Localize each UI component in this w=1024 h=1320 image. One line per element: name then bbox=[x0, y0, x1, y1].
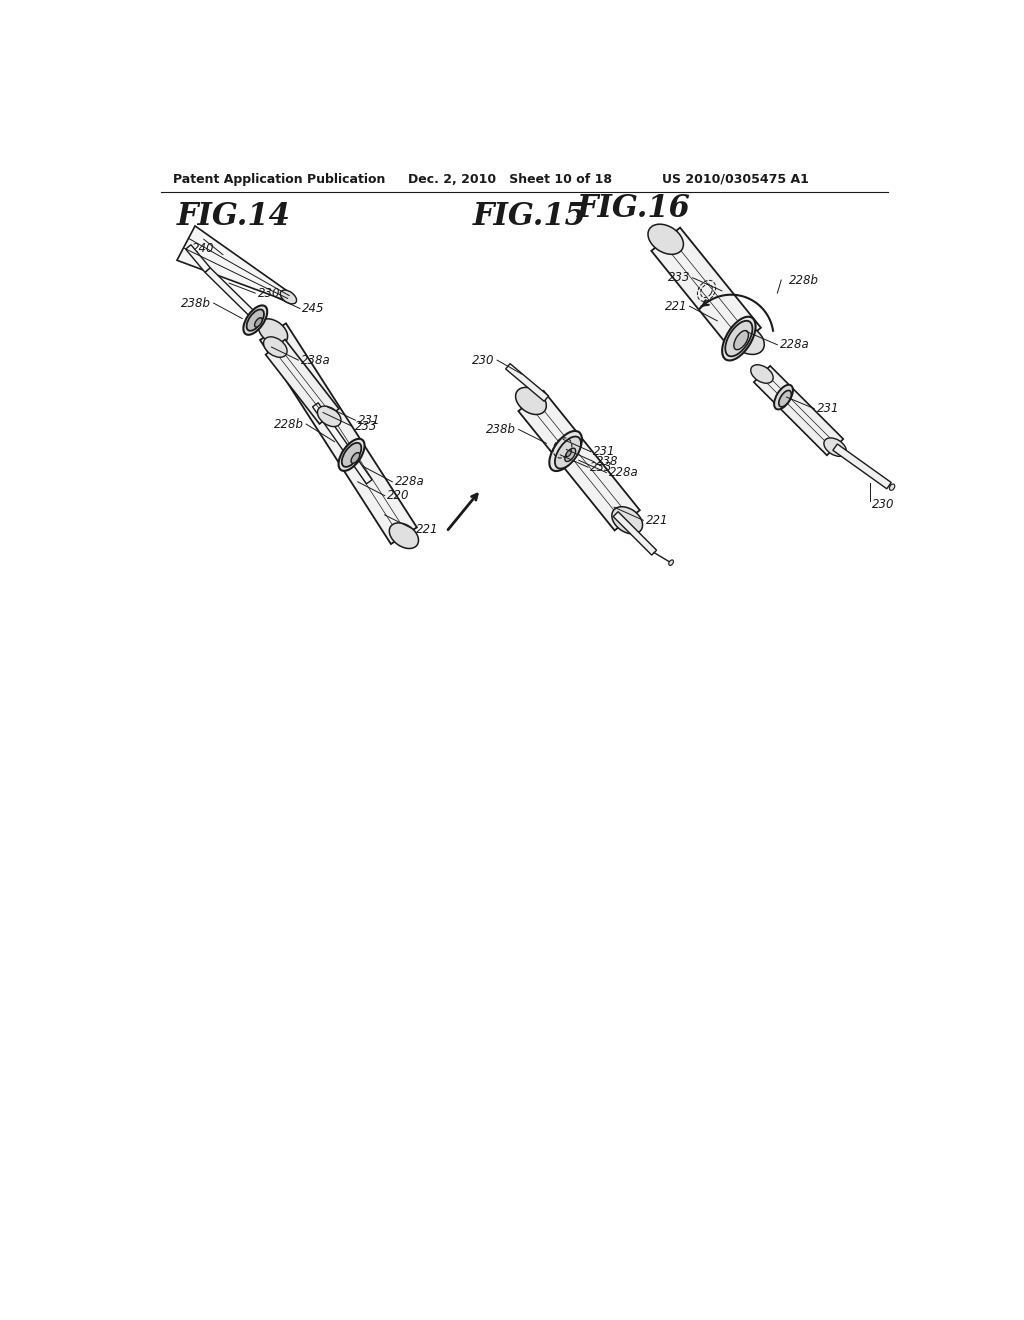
Polygon shape bbox=[312, 403, 372, 484]
Text: 233: 233 bbox=[590, 461, 612, 474]
Text: 228a: 228a bbox=[608, 466, 639, 479]
Ellipse shape bbox=[722, 317, 756, 360]
Text: Dec. 2, 2010   Sheet 10 of 18: Dec. 2, 2010 Sheet 10 of 18 bbox=[408, 173, 611, 186]
Ellipse shape bbox=[389, 523, 419, 549]
Ellipse shape bbox=[890, 484, 895, 490]
Text: 231: 231 bbox=[816, 403, 839, 416]
Polygon shape bbox=[205, 268, 255, 317]
Text: 231: 231 bbox=[593, 445, 615, 458]
Ellipse shape bbox=[751, 364, 773, 383]
Ellipse shape bbox=[824, 438, 846, 457]
Ellipse shape bbox=[725, 321, 753, 356]
Ellipse shape bbox=[342, 442, 361, 467]
Ellipse shape bbox=[247, 309, 264, 331]
Text: 238b: 238b bbox=[181, 297, 211, 310]
Ellipse shape bbox=[565, 449, 575, 462]
Polygon shape bbox=[833, 444, 891, 488]
Ellipse shape bbox=[611, 507, 643, 533]
Text: 238b: 238b bbox=[486, 422, 516, 436]
Text: 228a: 228a bbox=[779, 338, 809, 351]
Ellipse shape bbox=[255, 318, 262, 327]
Ellipse shape bbox=[669, 560, 674, 565]
Polygon shape bbox=[754, 366, 844, 455]
Text: 221: 221 bbox=[665, 300, 687, 313]
Text: 245: 245 bbox=[302, 302, 325, 315]
Ellipse shape bbox=[244, 305, 267, 335]
Text: FIG.14: FIG.14 bbox=[177, 201, 291, 231]
Ellipse shape bbox=[263, 337, 287, 358]
Text: 233: 233 bbox=[668, 271, 690, 284]
Text: 220: 220 bbox=[387, 490, 410, 502]
Text: 240: 240 bbox=[193, 242, 215, 255]
Polygon shape bbox=[177, 226, 291, 301]
Polygon shape bbox=[265, 339, 339, 424]
Polygon shape bbox=[518, 391, 640, 531]
Text: 221: 221 bbox=[416, 523, 438, 536]
Ellipse shape bbox=[339, 438, 365, 471]
Text: 238: 238 bbox=[596, 455, 618, 469]
Text: 230: 230 bbox=[872, 499, 895, 511]
Ellipse shape bbox=[734, 330, 749, 350]
Ellipse shape bbox=[779, 391, 792, 407]
Ellipse shape bbox=[258, 319, 288, 345]
Polygon shape bbox=[651, 227, 761, 351]
Polygon shape bbox=[260, 323, 417, 544]
Text: 230: 230 bbox=[258, 286, 281, 300]
Ellipse shape bbox=[515, 387, 547, 414]
Polygon shape bbox=[506, 363, 549, 401]
Polygon shape bbox=[185, 244, 210, 272]
Ellipse shape bbox=[555, 437, 581, 469]
Text: Patent Application Publication: Patent Application Publication bbox=[173, 173, 385, 186]
Text: US 2010/0305475 A1: US 2010/0305475 A1 bbox=[662, 173, 809, 186]
Text: 228a: 228a bbox=[394, 475, 424, 488]
Ellipse shape bbox=[549, 430, 582, 471]
Ellipse shape bbox=[566, 450, 571, 457]
Text: 238a: 238a bbox=[301, 354, 331, 367]
Ellipse shape bbox=[317, 407, 341, 426]
Ellipse shape bbox=[281, 290, 297, 304]
Text: 231: 231 bbox=[357, 413, 380, 426]
Ellipse shape bbox=[648, 224, 683, 255]
Text: FIG.16: FIG.16 bbox=[578, 193, 691, 224]
Text: 233: 233 bbox=[354, 420, 377, 433]
Ellipse shape bbox=[774, 385, 793, 409]
Text: 228b: 228b bbox=[273, 417, 304, 430]
Ellipse shape bbox=[351, 453, 359, 463]
Polygon shape bbox=[613, 512, 656, 556]
Text: 221: 221 bbox=[646, 513, 669, 527]
Text: FIG.15: FIG.15 bbox=[473, 201, 587, 231]
Text: 228b: 228b bbox=[788, 273, 819, 286]
Ellipse shape bbox=[729, 325, 764, 355]
Text: 230: 230 bbox=[472, 354, 495, 367]
